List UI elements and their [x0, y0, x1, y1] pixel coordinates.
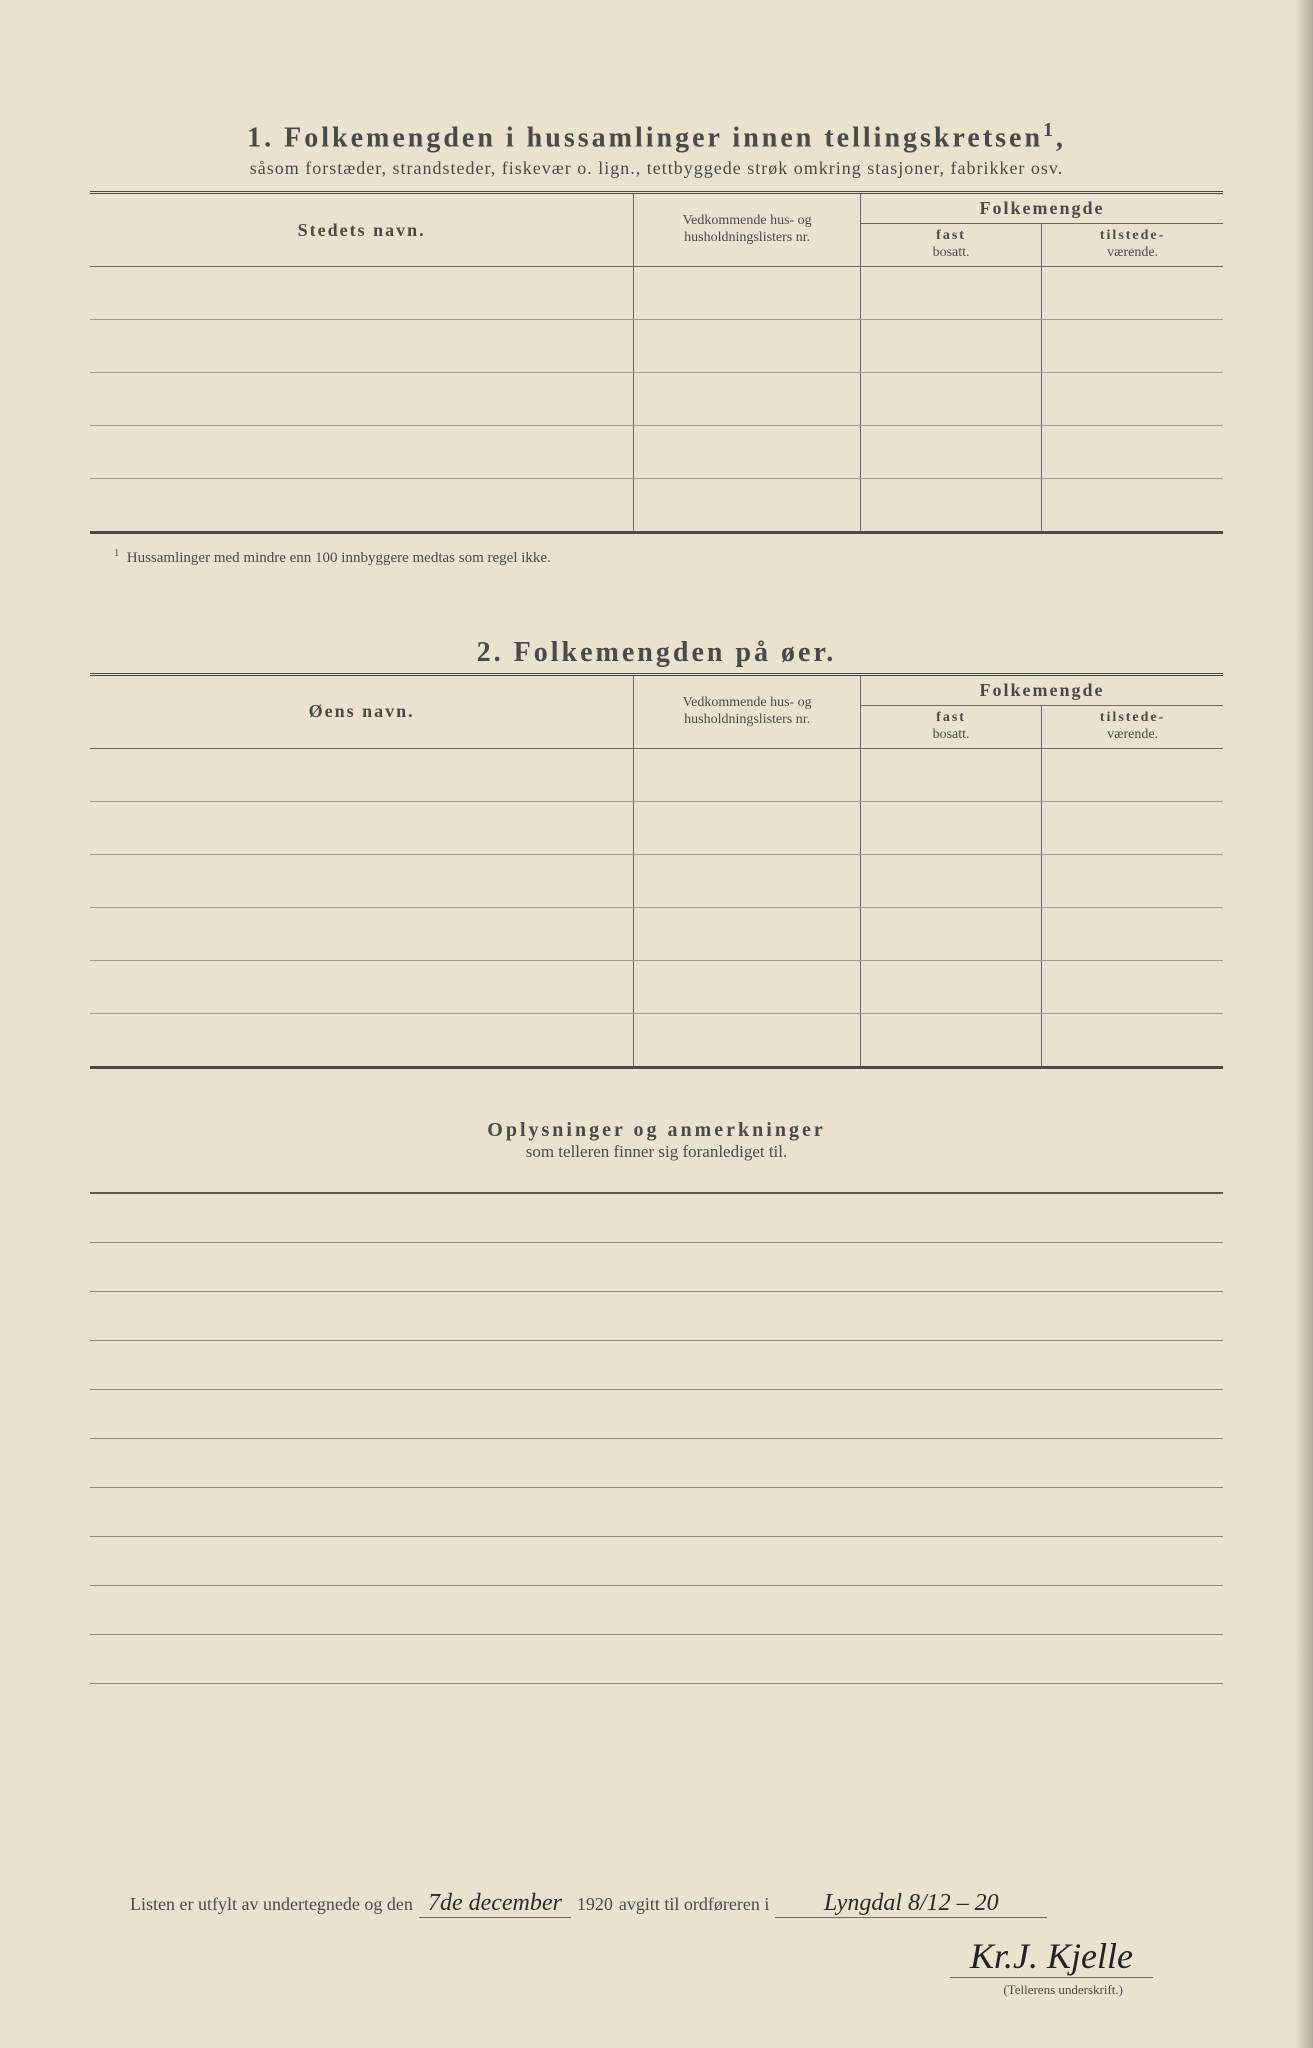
table-cell — [90, 266, 634, 319]
table-cell — [90, 960, 634, 1013]
table-cell — [1042, 960, 1223, 1013]
section1-title-text: Folkemengden i hussamlinger innen tellin… — [284, 122, 1043, 153]
table-cell — [634, 960, 861, 1013]
col-folkemengde-2: Folkemengde — [860, 674, 1223, 705]
section2-title: 2. Folkemengden på øer. — [90, 637, 1223, 669]
table-row — [90, 907, 1223, 960]
table-cell — [634, 319, 861, 372]
oply-subtitle: som telleren finner sig foranlediget til… — [90, 1142, 1223, 1162]
col-folkemengde: Folkemengde — [860, 193, 1223, 224]
section2-number: 2. — [477, 637, 504, 668]
ruled-line — [90, 1635, 1223, 1683]
sig-place-handwritten: Lyngdal 8/12 – 20 — [775, 1890, 1047, 1918]
table-cell — [90, 854, 634, 907]
table-cell — [1042, 372, 1223, 425]
section2-table: Øens navn. Vedkommende hus- og husholdni… — [90, 673, 1223, 1069]
sig-year: 1920 — [577, 1894, 613, 1915]
table-row — [90, 319, 1223, 372]
table-cell — [634, 266, 861, 319]
table-cell — [1042, 801, 1223, 854]
table-cell — [860, 266, 1041, 319]
table-cell — [860, 748, 1041, 801]
sig-label: (Tellerens underskrift.) — [1003, 1982, 1123, 1998]
table-row — [90, 266, 1223, 319]
table-row — [90, 748, 1223, 801]
col-stedets-navn: Stedets navn. — [90, 193, 634, 267]
signature-area: Listen er utfylt av undertegnede og den … — [130, 1890, 1193, 1918]
ruled-line — [90, 1243, 1223, 1292]
table-cell — [634, 907, 861, 960]
table-cell — [90, 1013, 634, 1067]
table-row — [90, 801, 1223, 854]
sig-text1: Listen er utfylt av undertegnede og den — [130, 1894, 413, 1915]
ruled-line — [90, 1488, 1223, 1537]
oply-title: Oplysninger og anmerkninger — [90, 1119, 1223, 1142]
table-cell — [90, 748, 634, 801]
col-fast: fastbosatt. — [860, 224, 1041, 267]
table-cell — [860, 425, 1041, 478]
ruled-line — [90, 1586, 1223, 1635]
table-cell — [634, 801, 861, 854]
col-lists-2: Vedkommende hus- og husholdningslisters … — [634, 674, 861, 748]
col-fast-2: fastbosatt. — [860, 705, 1041, 748]
table-cell — [1042, 478, 1223, 532]
table-cell — [634, 854, 861, 907]
table-cell — [90, 478, 634, 532]
table-row — [90, 478, 1223, 532]
table-cell — [90, 801, 634, 854]
document-page: 1. Folkemengden i hussamlinger innen tel… — [0, 0, 1313, 2048]
table-row — [90, 372, 1223, 425]
table-cell — [1042, 425, 1223, 478]
table-cell — [90, 319, 634, 372]
table-cell — [1042, 748, 1223, 801]
ruled-line — [90, 1390, 1223, 1439]
table-cell — [860, 907, 1041, 960]
table-cell — [90, 425, 634, 478]
ruled-line — [90, 1537, 1223, 1586]
section1-subtitle: såsom forstæder, strandsteder, fiskevær … — [90, 158, 1223, 179]
table-cell — [634, 425, 861, 478]
table-row — [90, 425, 1223, 478]
col-tilstede-2: tilstede-værende. — [1042, 705, 1223, 748]
section1-number: 1. — [247, 122, 274, 153]
table-row — [90, 854, 1223, 907]
table-cell — [860, 1013, 1041, 1067]
table-row — [90, 960, 1223, 1013]
section2-title-text: Folkemengden på øer. — [514, 637, 837, 668]
section1-title: 1. Folkemengden i hussamlinger innen tel… — [90, 120, 1223, 154]
ruled-line — [90, 1341, 1223, 1390]
section1-footnote: 1 Hussamlinger med mindre enn 100 innbyg… — [114, 548, 1223, 567]
sig-name-handwritten: Kr.J. Kjelle — [950, 1935, 1153, 1978]
sig-date-handwritten: 7de december — [419, 1890, 571, 1918]
col-lists: Vedkommende hus- og husholdningslisters … — [634, 193, 861, 267]
ruled-line — [90, 1194, 1223, 1243]
table-cell — [90, 907, 634, 960]
table-cell — [634, 1013, 861, 1067]
ruled-line — [90, 1439, 1223, 1488]
table-cell — [1042, 907, 1223, 960]
section1-table: Stedets navn. Vedkommende hus- og hushol… — [90, 191, 1223, 534]
remarks-lines — [90, 1192, 1223, 1684]
col-oens-navn: Øens navn. — [90, 674, 634, 748]
table-cell — [860, 960, 1041, 1013]
table-cell — [860, 478, 1041, 532]
table-cell — [860, 372, 1041, 425]
table-cell — [1042, 319, 1223, 372]
ruled-line — [90, 1292, 1223, 1341]
table-cell — [90, 372, 634, 425]
table-cell — [634, 372, 861, 425]
table-cell — [1042, 854, 1223, 907]
section1-title-sup: 1 — [1043, 120, 1056, 141]
table-cell — [860, 319, 1041, 372]
table-cell — [860, 854, 1041, 907]
col-tilstede: tilstede-værende. — [1042, 224, 1223, 267]
table-cell — [860, 801, 1041, 854]
table-cell — [1042, 266, 1223, 319]
table-cell — [634, 748, 861, 801]
table-row — [90, 1013, 1223, 1067]
table-cell — [634, 478, 861, 532]
table-cell — [1042, 1013, 1223, 1067]
sig-text2: avgitt til ordføreren i — [619, 1894, 769, 1915]
